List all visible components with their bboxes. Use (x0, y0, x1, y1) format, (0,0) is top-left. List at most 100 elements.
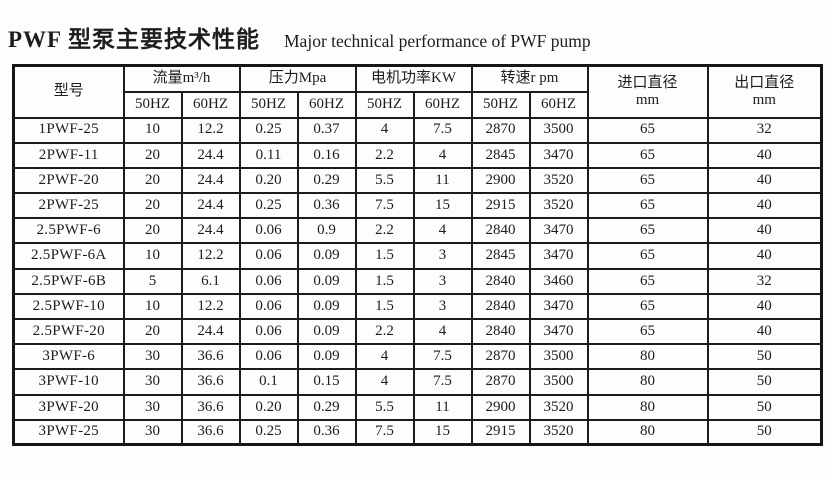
col-header-power: 电机功率KW (354, 64, 473, 93)
value-cell: 2840 (470, 267, 531, 295)
value-cell: 7.5 (413, 116, 473, 144)
value-cell: 36.6 (181, 393, 241, 421)
col-subheader-pressure-50hz: 50HZ (238, 90, 299, 119)
value-cell: 0.20 (238, 393, 299, 421)
value-cell: 0.06 (238, 292, 299, 321)
value-cell: 2.2 (354, 217, 415, 245)
value-cell: 2900 (470, 393, 531, 421)
value-cell: 4 (413, 317, 473, 346)
value-cell: 3470 (528, 317, 589, 346)
value-cell: 20 (122, 192, 183, 220)
value-cell: 80 (586, 418, 709, 446)
model-cell: 3PWF-10 (12, 368, 125, 396)
outlet-diameter-unit: mm (752, 91, 776, 108)
value-cell: 0.09 (297, 267, 357, 295)
value-cell: 7.5 (413, 368, 473, 396)
value-cell: 0.06 (238, 267, 299, 295)
value-cell: 12.2 (181, 242, 241, 270)
value-cell: 12.2 (181, 292, 241, 321)
value-cell: 30 (122, 393, 183, 421)
value-cell: 80 (586, 368, 709, 396)
value-cell: 2840 (470, 292, 531, 321)
value-cell: 0.36 (297, 418, 357, 446)
value-cell: 4 (413, 217, 473, 245)
value-cell: 0.09 (297, 343, 357, 371)
value-cell: 40 (706, 242, 823, 270)
col-subheader-flow-50hz: 50HZ (122, 90, 183, 119)
value-cell: 65 (586, 292, 709, 321)
value-cell: 40 (706, 192, 823, 220)
value-cell: 11 (413, 166, 473, 195)
value-cell: 3520 (528, 393, 589, 421)
col-subheader-power-50hz: 50HZ (354, 90, 415, 119)
value-cell: 0.29 (297, 166, 357, 195)
value-cell: 3520 (528, 192, 589, 220)
value-cell: 36.6 (181, 343, 241, 371)
value-cell: 40 (706, 317, 823, 346)
value-cell: 0.25 (238, 418, 299, 446)
model-cell: 3PWF-25 (12, 418, 125, 446)
value-cell: 4 (354, 343, 415, 371)
value-cell: 24.4 (181, 141, 241, 169)
value-cell: 24.4 (181, 166, 241, 195)
table-row: 2PWF-11 20 24.4 0.11 0.16 2.2 4 2845 3470 65 40 (12, 141, 823, 169)
model-cell: 2.5PWF-10 (12, 292, 125, 321)
col-subheader-pressure-60hz: 60HZ (297, 90, 357, 119)
value-cell: 0.06 (238, 217, 299, 245)
value-cell: 3470 (528, 292, 589, 321)
value-cell: 80 (586, 393, 709, 421)
value-cell: 65 (586, 192, 709, 220)
value-cell: 0.09 (297, 242, 357, 270)
model-cell: 2.5PWF-6 (12, 217, 125, 245)
value-cell: 4 (354, 116, 415, 144)
value-cell: 0.06 (238, 242, 299, 270)
value-cell: 65 (586, 242, 709, 270)
value-cell: 0.09 (297, 317, 357, 346)
value-cell: 2870 (470, 116, 531, 144)
table-row: 3PWF-20 30 36.6 0.20 0.29 5.5 11 2900 3520 80 50 (12, 393, 823, 421)
value-cell: 0.37 (297, 116, 357, 144)
page-title: PWF 型泵主要技术性能 Major technical performance… (0, 0, 830, 54)
value-cell: 20 (122, 217, 183, 245)
value-cell: 3470 (528, 141, 589, 169)
table-row: 3PWF-6 30 36.6 0.06 0.09 4 7.5 2870 3500 80 50 (12, 343, 823, 371)
value-cell: 5 (122, 267, 183, 295)
value-cell: 20 (122, 141, 183, 169)
page-title-en: Major technical performance of PWF pump (284, 31, 591, 51)
value-cell: 2.2 (354, 141, 415, 169)
value-cell: 36.6 (181, 418, 241, 446)
model-cell: 3PWF-20 (12, 393, 125, 421)
value-cell: 30 (122, 418, 183, 446)
value-cell: 32 (706, 267, 823, 295)
table-row: 2.5PWF-6B 5 6.1 0.06 0.09 1.5 3 2840 3460 65 32 (12, 267, 823, 295)
col-subheader-flow-60hz: 60HZ (181, 90, 241, 119)
value-cell: 2915 (470, 192, 531, 220)
value-cell: 2845 (470, 141, 531, 169)
value-cell: 0.16 (297, 141, 357, 169)
value-cell: 10 (122, 292, 183, 321)
table-row: 2.5PWF-20 20 24.4 0.06 0.09 2.2 4 2840 3470 65 40 (12, 317, 823, 346)
value-cell: 0.11 (238, 141, 299, 169)
value-cell: 65 (586, 217, 709, 245)
value-cell: 50 (706, 343, 823, 371)
model-cell: 1PWF-25 (12, 116, 125, 144)
value-cell: 40 (706, 217, 823, 245)
value-cell: 0.09 (297, 292, 357, 321)
value-cell: 11 (413, 393, 473, 421)
value-cell: 5.5 (354, 393, 415, 421)
value-cell: 20 (122, 166, 183, 195)
header-row-frequencies: 50HZ 60HZ 50HZ 60HZ 50HZ 60HZ 50HZ 60HZ (14, 90, 822, 119)
value-cell: 7.5 (413, 343, 473, 371)
value-cell: 3470 (528, 242, 589, 270)
value-cell: 50 (706, 368, 823, 396)
value-cell: 3 (413, 292, 473, 321)
col-header-flow: 流量m³/h (122, 64, 241, 93)
col-header-speed: 转速r pm (470, 64, 589, 93)
value-cell: 30 (122, 368, 183, 396)
value-cell: 65 (586, 267, 709, 295)
value-cell: 4 (413, 141, 473, 169)
value-cell: 4 (354, 368, 415, 396)
value-cell: 0.36 (297, 192, 357, 220)
col-subheader-power-60hz: 60HZ (413, 90, 473, 119)
value-cell: 10 (122, 242, 183, 270)
